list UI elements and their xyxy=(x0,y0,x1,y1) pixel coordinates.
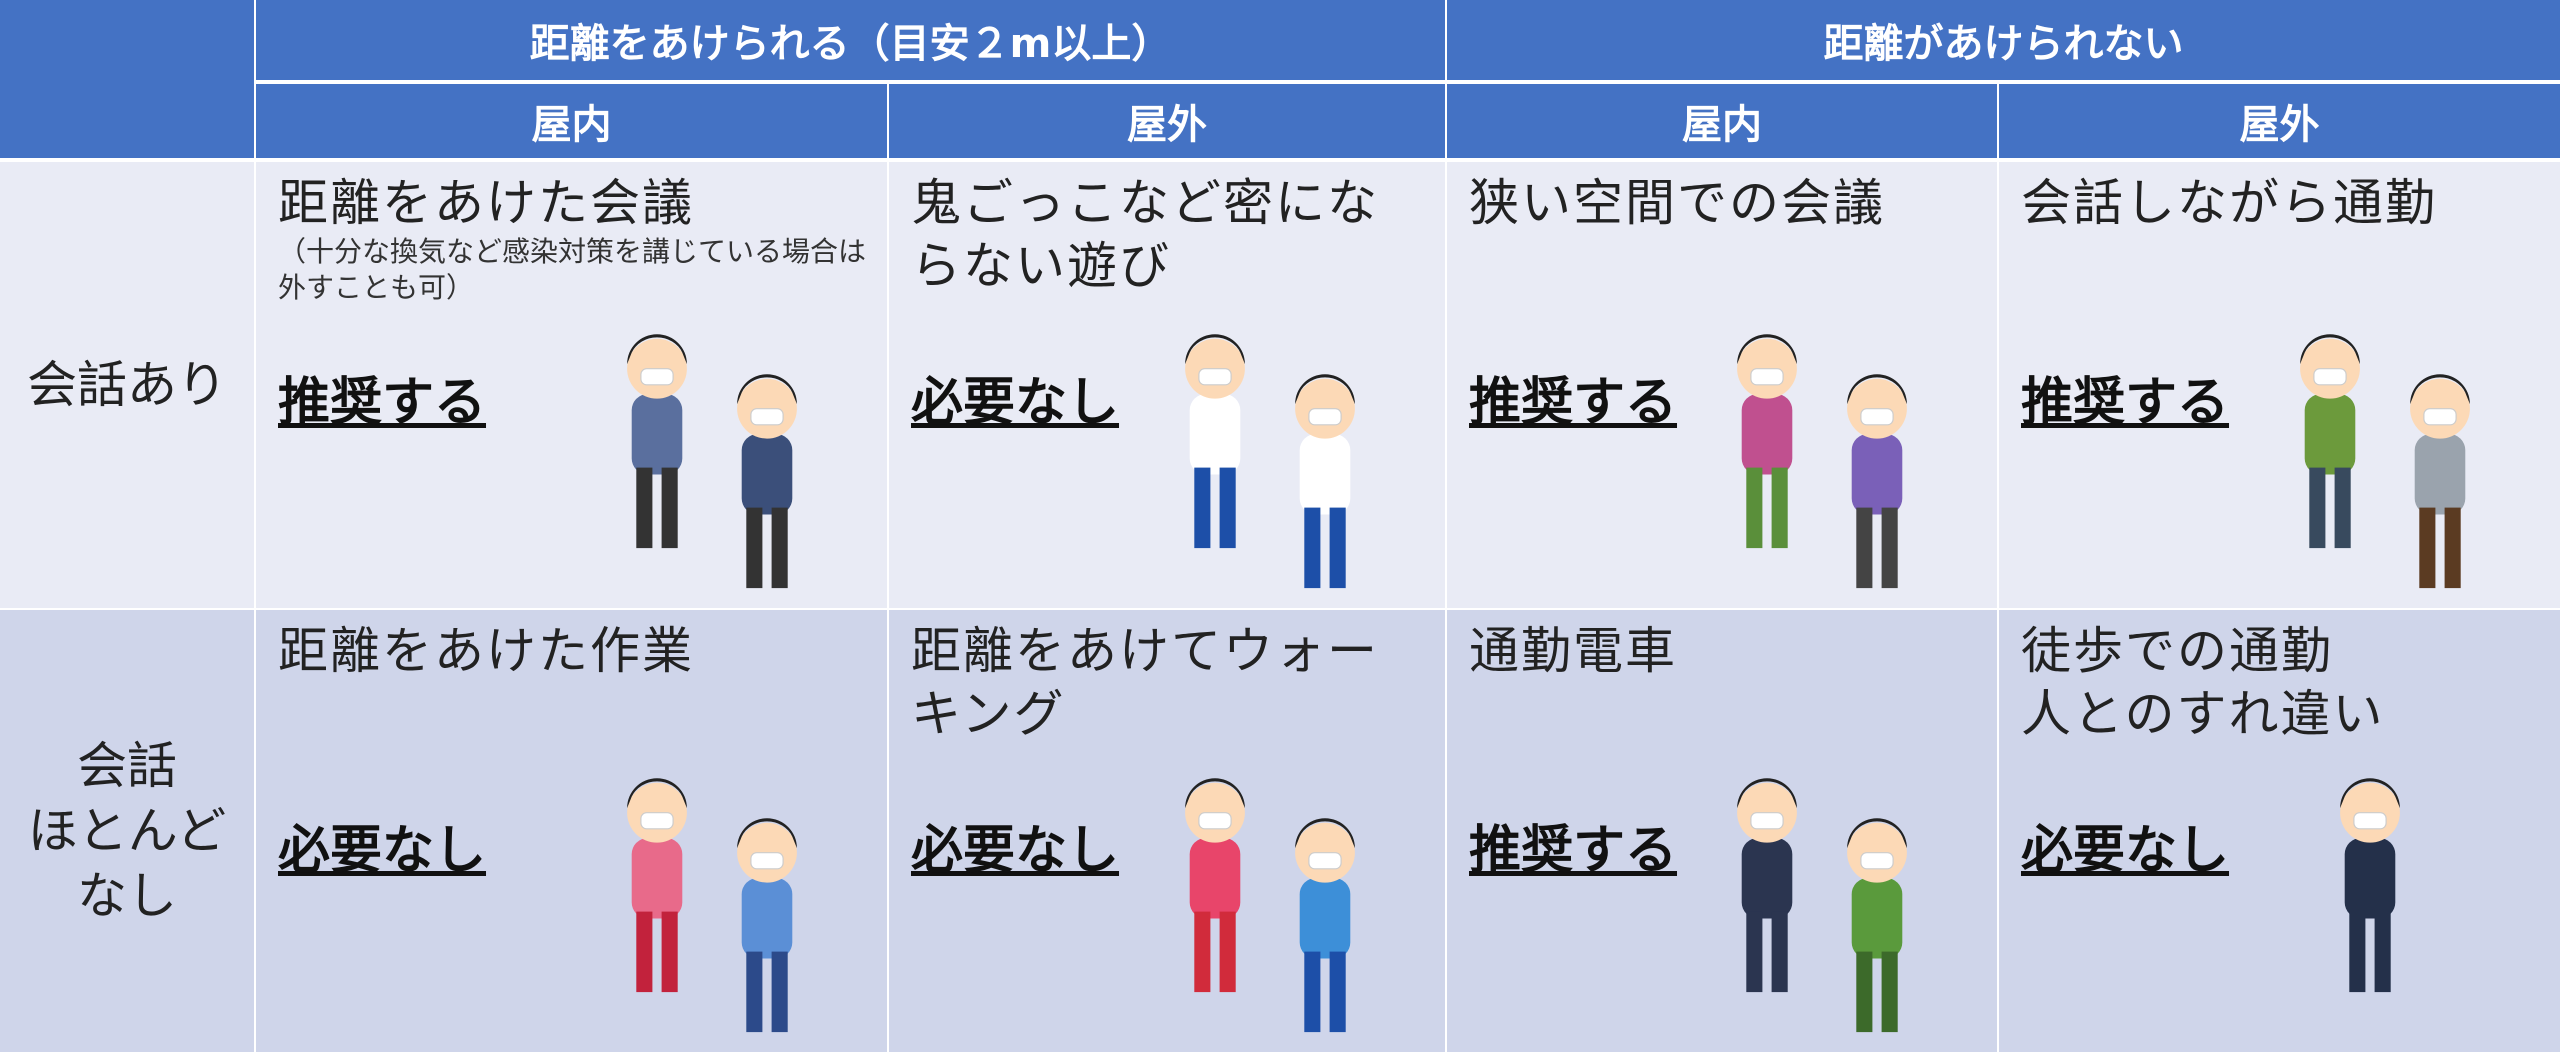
person-illustration xyxy=(1295,818,1355,1033)
judgment-text: 必要なし xyxy=(278,821,487,881)
row-label: 会話あり xyxy=(0,162,254,608)
illustration xyxy=(1737,334,1907,589)
header-group: 距離をあけられる（目安２m以上） xyxy=(256,0,1445,80)
judgment-text: 必要なし xyxy=(911,373,1120,433)
illustration xyxy=(2340,778,2400,993)
judgment-text: 必要なし xyxy=(911,821,1120,881)
person-illustration xyxy=(1185,334,1245,549)
illustration xyxy=(1185,778,1355,1033)
header-group: 距離があけられない xyxy=(1447,0,2560,80)
person-illustration xyxy=(2410,374,2470,589)
subheader: 屋内 xyxy=(256,84,887,158)
person-illustration xyxy=(2340,778,2400,993)
situation-text: 距離をあけた作業 xyxy=(278,622,694,680)
person-illustration xyxy=(2300,334,2360,549)
situation-text: 距離をあけた会議 xyxy=(278,174,694,232)
table-cell xyxy=(1447,162,1997,608)
judgment-text: 必要なし xyxy=(2021,821,2230,881)
subheader: 屋内 xyxy=(1447,84,1997,158)
illustration xyxy=(1737,778,1907,1033)
subheader: 屋外 xyxy=(1999,84,2560,158)
person-illustration xyxy=(1295,374,1355,589)
judgment-text: 推奨する xyxy=(278,373,487,433)
table-cell xyxy=(889,610,1445,1052)
person-illustration xyxy=(627,334,687,549)
person-illustration xyxy=(737,818,797,1033)
table-cell xyxy=(889,162,1445,608)
illustration xyxy=(1185,334,1355,589)
situation-text: 鬼ごっこなど密にならない遊び xyxy=(911,174,1379,295)
person-illustration xyxy=(1737,334,1797,549)
situation-text: 徒歩での通勤 人とのすれ違い xyxy=(2021,622,2385,743)
judgment-text: 推奨する xyxy=(2021,373,2230,433)
person-illustration xyxy=(1847,374,1907,589)
judgment-text: 推奨する xyxy=(1469,821,1678,881)
situation-text: 狭い空間での会議 xyxy=(1469,174,1885,232)
illustration xyxy=(2300,334,2470,589)
person-illustration xyxy=(1185,778,1245,993)
table-cell xyxy=(1447,610,1997,1052)
subheader: 屋外 xyxy=(889,84,1445,158)
note-text: （十分な換気など感染対策を講じている場合は外すことも可） xyxy=(278,235,867,305)
person-illustration xyxy=(737,374,797,589)
person-illustration xyxy=(1847,818,1907,1033)
table-cell xyxy=(1999,162,2560,608)
row-label: 会話 ほとんど なし xyxy=(0,610,254,1052)
table-cell xyxy=(1999,610,2560,1052)
illustration xyxy=(627,334,797,589)
person-illustration xyxy=(627,778,687,993)
illustration xyxy=(627,778,797,1033)
situation-text: 会話しながら通勤 xyxy=(2021,174,2437,232)
person-illustration xyxy=(1737,778,1797,993)
situation-text: 距離をあけてウォーキング xyxy=(911,622,1379,743)
situation-text: 通勤電車 xyxy=(1469,622,1677,680)
corner-cell xyxy=(0,0,254,158)
judgment-text: 推奨する xyxy=(1469,373,1678,433)
